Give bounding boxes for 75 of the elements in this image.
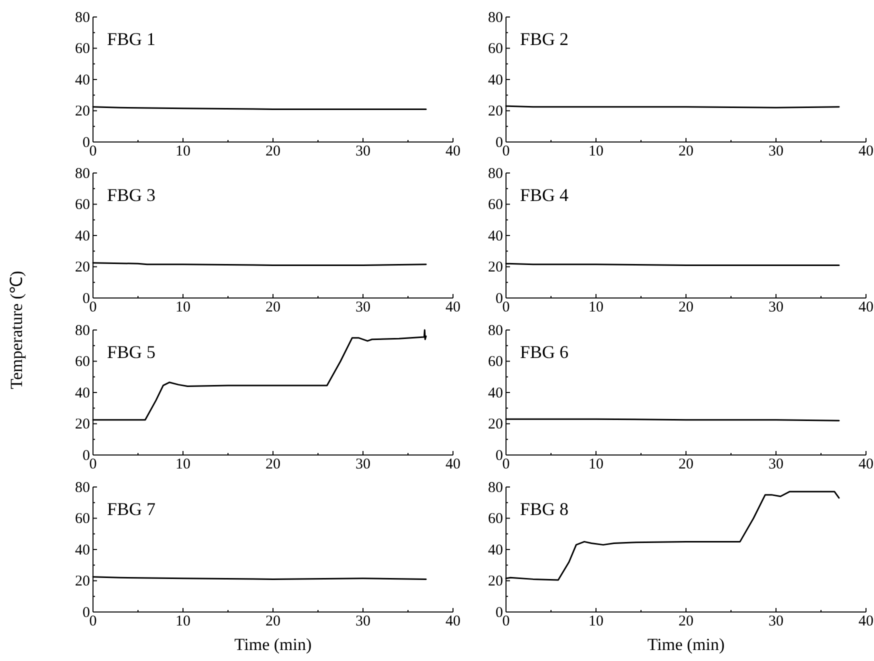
- y-tick-label: 20: [75, 104, 90, 120]
- y-tick-label: 20: [488, 104, 503, 120]
- y-tick-label: 80: [75, 10, 90, 26]
- y-tick-label: 20: [488, 416, 503, 433]
- x-tick-label: 40: [446, 144, 460, 160]
- y-tick-label: 60: [488, 511, 503, 528]
- y-tick-label: 20: [75, 260, 90, 276]
- y-tick-label: 60: [488, 41, 503, 58]
- annotation: FBG 2: [520, 29, 569, 49]
- y-tick-label: 40: [75, 228, 90, 244]
- x-tick-label: 30: [356, 144, 370, 160]
- y-tick-label: 60: [75, 354, 90, 370]
- x-tick-label: 30: [768, 456, 784, 473]
- y-tick-label: 80: [75, 322, 90, 339]
- x-tick-label: 10: [588, 144, 604, 160]
- x-tick-label: 40: [446, 300, 460, 316]
- y-tick-label: 20: [75, 416, 90, 433]
- x-tick-label: 10: [176, 144, 190, 160]
- annotation: FBG 3: [107, 185, 156, 205]
- y-tick-label: 20: [488, 260, 503, 276]
- annotation: FBG 6: [520, 342, 569, 362]
- x-tick-label: 40: [858, 614, 874, 630]
- x-axis-title: Time (min): [647, 635, 725, 654]
- x-tick-label: 30: [356, 300, 370, 316]
- y-tick-label: 40: [488, 228, 503, 244]
- y-tick-label: 80: [488, 10, 503, 26]
- y-tick-label: 60: [75, 197, 90, 214]
- x-tick-label: 10: [176, 614, 190, 630]
- y-tick-label: 40: [488, 385, 503, 402]
- x-tick-label: 30: [768, 300, 784, 316]
- x-tick-label: 20: [678, 300, 694, 316]
- y-axis-title: Temperature (℃): [7, 270, 26, 390]
- annotation: FBG 1: [107, 29, 156, 49]
- y-tick-label: 40: [75, 72, 90, 88]
- x-tick-label: 10: [588, 456, 604, 473]
- x-tick-label: 10: [588, 614, 604, 630]
- x-tick-label: 20: [266, 456, 280, 473]
- annotation: FBG 4: [520, 185, 569, 205]
- y-tick-label: 40: [488, 542, 503, 558]
- x-tick-label: 40: [446, 456, 460, 473]
- x-tick-label: 40: [446, 614, 460, 630]
- x-tick-label: 10: [176, 456, 190, 473]
- annotation: FBG 8: [520, 499, 569, 519]
- y-tick-label: 40: [75, 385, 90, 402]
- x-axis-title: Time (min): [234, 635, 312, 654]
- y-tick-label: 80: [75, 480, 90, 496]
- y-tick-label: 80: [75, 166, 90, 182]
- x-tick-label: 30: [768, 144, 784, 160]
- x-tick-label: 10: [588, 300, 604, 316]
- y-tick-label: 60: [488, 354, 503, 370]
- x-tick-label: 20: [678, 614, 694, 630]
- x-tick-label: 20: [266, 614, 280, 630]
- y-tick-label: 40: [75, 542, 90, 558]
- x-tick-label: 20: [678, 456, 694, 473]
- x-tick-label: 30: [768, 614, 784, 630]
- x-tick-label: 30: [356, 456, 370, 473]
- annotation: FBG 7: [107, 499, 156, 519]
- x-tick-label: 40: [858, 456, 874, 473]
- y-tick-label: 80: [488, 322, 503, 339]
- x-tick-label: 40: [858, 144, 874, 160]
- annotation: FBG 5: [107, 342, 156, 362]
- y-tick-label: 60: [75, 511, 90, 528]
- y-tick-label: 80: [488, 480, 503, 496]
- x-tick-label: 20: [266, 144, 280, 160]
- x-tick-label: 20: [266, 300, 280, 316]
- y-tick-label: 20: [75, 574, 90, 590]
- x-tick-label: 10: [176, 300, 190, 316]
- x-tick-label: 30: [356, 614, 370, 630]
- y-tick-label: 60: [75, 41, 90, 58]
- x-tick-label: 40: [858, 300, 874, 316]
- y-tick-label: 60: [488, 197, 503, 214]
- y-tick-label: 80: [488, 166, 503, 182]
- x-tick-label: 20: [678, 144, 694, 160]
- y-tick-label: 20: [488, 574, 503, 590]
- y-tick-label: 40: [488, 72, 503, 88]
